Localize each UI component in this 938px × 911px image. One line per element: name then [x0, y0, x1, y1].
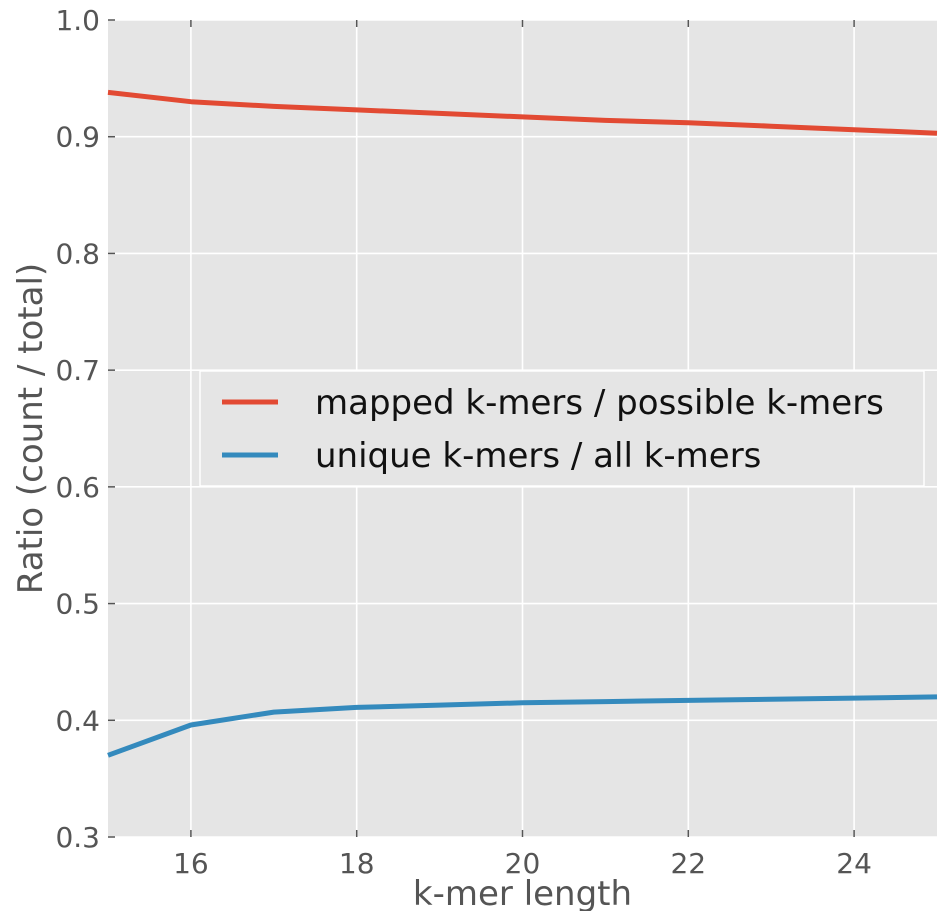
x-tick-label: 22	[670, 847, 706, 880]
x-tick-label: 24	[836, 847, 872, 880]
y-tick-label: 0.8	[55, 237, 100, 270]
y-tick-label: 0.5	[55, 588, 100, 621]
legend-label-2: unique k-mers / all k-mers	[315, 436, 761, 476]
y-tick-label: 0.7	[55, 354, 100, 387]
y-tick-label: 0.6	[55, 471, 100, 504]
y-axis-label: Ratio (count / total)	[11, 263, 51, 594]
legend-box	[199, 370, 925, 487]
x-tick-label: 16	[173, 847, 209, 880]
y-tick-label: 0.9	[55, 121, 100, 154]
x-tick-label: 18	[339, 847, 375, 880]
series-line-1	[107, 89, 938, 136]
x-axis-label: k-mer length	[413, 874, 632, 911]
legend: mapped k-mers / possible k-mers unique k-…	[199, 370, 925, 487]
series-line-2	[107, 694, 938, 758]
axis-ticks: 16 18 20 22 24 0.3 0.4 0.5 0.6 0.7 0.8 0.9 1.0	[55, 4, 871, 880]
x-tick-label: 20	[505, 847, 541, 880]
y-tick-label: 0.3	[55, 821, 100, 854]
y-tick-label: 1.0	[55, 4, 100, 37]
series-lines	[107, 89, 938, 758]
y-tick-label: 0.4	[55, 704, 100, 737]
legend-label-1: mapped k-mers / possible k-mers	[315, 383, 884, 423]
